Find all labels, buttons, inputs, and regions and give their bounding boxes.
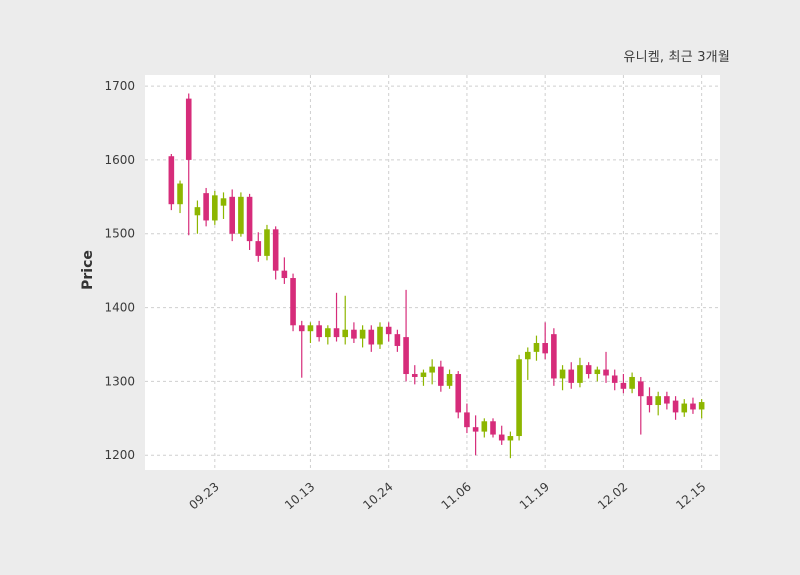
x-tick-label: 10.13	[282, 480, 317, 513]
candle-body	[238, 196, 244, 234]
chart-title: 유니켐, 최근 3개월	[623, 50, 730, 65]
candle-body	[568, 369, 575, 383]
candle-body	[577, 365, 583, 383]
candle-body	[524, 351, 531, 360]
candle-body	[229, 196, 236, 234]
candle-body	[533, 343, 540, 352]
candle-body	[168, 156, 175, 205]
x-tick-label: 09.23	[186, 480, 221, 513]
candle-body	[498, 434, 505, 441]
candle-body	[559, 369, 566, 379]
candle-body	[464, 412, 470, 428]
candle-body	[655, 396, 661, 406]
candle-body	[203, 193, 209, 221]
x-tick-label: 11.06	[439, 480, 474, 513]
candle-body	[637, 381, 644, 397]
candle-body	[351, 329, 357, 339]
candle-body	[620, 382, 627, 389]
candle-body	[438, 366, 444, 386]
candle-body	[481, 421, 488, 432]
candle-body	[281, 270, 288, 279]
candle-body	[585, 365, 592, 375]
candle-body	[220, 198, 227, 206]
candle-body	[359, 329, 366, 339]
candle-body	[664, 396, 670, 404]
candle-body	[646, 396, 653, 406]
candle-body	[455, 374, 462, 413]
candle-body	[420, 372, 427, 377]
y-tick-label: 1500	[104, 227, 135, 241]
y-tick-label: 1700	[104, 79, 135, 93]
candle-body	[290, 278, 296, 326]
y-tick-label: 1400	[104, 301, 135, 315]
x-tick-label: 11.19	[517, 480, 552, 513]
candle-body	[611, 375, 618, 383]
candle-body	[516, 359, 522, 437]
candle-body	[603, 369, 609, 376]
candle-body	[246, 196, 253, 242]
candle-body	[316, 325, 322, 338]
candle-body	[264, 229, 270, 256]
y-tick-label: 1600	[104, 153, 135, 167]
candle-body	[690, 403, 696, 410]
candle-body	[542, 343, 548, 354]
x-tick-label: 10.24	[360, 480, 395, 513]
candle-body	[177, 183, 183, 205]
candle-body	[672, 400, 679, 413]
candle-body	[403, 337, 409, 375]
candle-body	[594, 369, 601, 375]
candle-body	[394, 334, 401, 346]
candle-body	[472, 427, 479, 432]
candle-body	[307, 325, 314, 332]
candle-body	[377, 326, 383, 345]
plot-area	[145, 75, 720, 470]
candle-body	[429, 366, 435, 373]
candle-body	[368, 329, 375, 345]
candle-body	[325, 328, 331, 338]
candle-body	[272, 229, 279, 271]
candle-body	[629, 376, 635, 389]
candle-body	[342, 329, 349, 338]
candle-body	[551, 334, 557, 379]
y-tick-label: 1200	[104, 448, 135, 462]
candle-body	[194, 207, 201, 216]
candle-body	[698, 402, 705, 410]
y-tick-label: 1300	[104, 374, 135, 388]
candle-body	[185, 98, 192, 160]
x-tick-label: 12.02	[595, 480, 630, 513]
y-axis-label: Price	[80, 250, 96, 290]
candle-body	[490, 421, 496, 435]
candle-body	[255, 241, 262, 256]
candle-body	[212, 195, 218, 221]
candle-body	[411, 374, 418, 377]
candle-body	[446, 374, 453, 386]
candle-body	[681, 403, 688, 413]
candle-body	[298, 325, 305, 332]
candle-body	[333, 328, 340, 338]
x-tick-label: 12.15	[673, 480, 708, 513]
candle-body	[507, 436, 514, 441]
candle-body	[385, 326, 392, 335]
